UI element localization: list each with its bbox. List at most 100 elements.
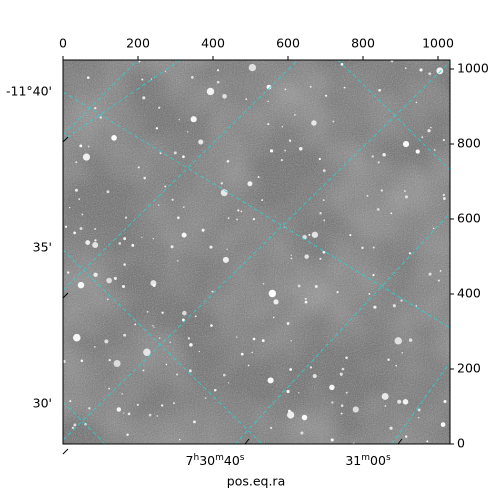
star bbox=[403, 190, 406, 192]
star bbox=[141, 236, 143, 238]
star bbox=[173, 151, 177, 155]
star bbox=[108, 359, 111, 362]
star bbox=[280, 159, 283, 162]
star bbox=[235, 336, 238, 338]
star bbox=[442, 197, 446, 200]
star bbox=[267, 123, 270, 126]
star bbox=[213, 388, 217, 392]
x-tick-label: 800 bbox=[351, 36, 375, 51]
star bbox=[123, 412, 125, 414]
star bbox=[345, 356, 348, 360]
star bbox=[392, 304, 396, 308]
star bbox=[443, 399, 447, 404]
star bbox=[94, 346, 96, 348]
star bbox=[171, 198, 174, 201]
star bbox=[252, 337, 256, 341]
star bbox=[170, 245, 174, 249]
star bbox=[300, 431, 304, 435]
star bbox=[142, 96, 146, 100]
star bbox=[331, 401, 334, 404]
plot-frame bbox=[62, 59, 451, 445]
dec-tick bbox=[62, 292, 69, 299]
star bbox=[408, 338, 413, 342]
star bbox=[74, 188, 78, 192]
star bbox=[164, 185, 167, 188]
star bbox=[137, 166, 140, 169]
star bbox=[94, 239, 97, 242]
y-tick-label: 800 bbox=[457, 136, 481, 151]
star bbox=[402, 141, 410, 148]
star bbox=[81, 213, 84, 216]
star bbox=[220, 182, 223, 185]
star bbox=[366, 194, 369, 197]
star bbox=[106, 190, 110, 194]
y-tick-label: 200 bbox=[457, 361, 481, 376]
x-tick-label: 0 bbox=[59, 36, 67, 51]
star bbox=[92, 241, 99, 249]
star bbox=[78, 198, 81, 200]
dec-tick bbox=[62, 136, 69, 143]
star bbox=[181, 318, 185, 322]
star bbox=[311, 120, 317, 126]
star bbox=[153, 326, 155, 328]
star bbox=[193, 420, 196, 424]
star bbox=[210, 324, 213, 327]
star bbox=[179, 438, 181, 441]
star bbox=[261, 339, 265, 343]
star bbox=[190, 116, 197, 123]
dec-tick-label: 35' bbox=[33, 240, 52, 255]
wcs-grid-line bbox=[63, 61, 450, 441]
star bbox=[390, 60, 394, 63]
star bbox=[304, 254, 309, 259]
star bbox=[161, 404, 164, 407]
star bbox=[121, 393, 123, 395]
star bbox=[372, 246, 375, 249]
star bbox=[332, 120, 335, 123]
star bbox=[64, 225, 68, 228]
star bbox=[384, 405, 387, 407]
star bbox=[93, 272, 98, 277]
star bbox=[319, 257, 322, 260]
x-tick-label: 400 bbox=[201, 36, 225, 51]
star bbox=[404, 195, 408, 199]
star bbox=[439, 270, 442, 272]
wcs-grid-line bbox=[63, 60, 299, 291]
star bbox=[136, 403, 139, 406]
wcs-grid-line bbox=[63, 401, 106, 444]
star bbox=[297, 284, 301, 288]
star bbox=[164, 70, 167, 73]
star bbox=[111, 135, 117, 141]
star bbox=[267, 377, 274, 384]
star bbox=[372, 274, 375, 277]
star bbox=[226, 159, 230, 163]
star bbox=[322, 199, 325, 201]
star bbox=[106, 277, 112, 284]
star bbox=[236, 218, 238, 221]
star bbox=[340, 404, 344, 407]
star bbox=[107, 298, 109, 301]
star bbox=[71, 426, 74, 429]
star bbox=[436, 67, 444, 75]
star bbox=[382, 152, 386, 157]
wcs-grid-line bbox=[337, 60, 450, 171]
star bbox=[245, 98, 248, 101]
star bbox=[308, 233, 311, 236]
star bbox=[118, 242, 122, 245]
star bbox=[73, 423, 77, 427]
star bbox=[273, 299, 279, 305]
star bbox=[304, 297, 307, 300]
star bbox=[169, 341, 172, 344]
star bbox=[158, 106, 161, 109]
star bbox=[437, 279, 440, 282]
star bbox=[79, 227, 83, 231]
star bbox=[134, 323, 137, 326]
star bbox=[287, 411, 295, 419]
star bbox=[270, 426, 273, 429]
sky-image bbox=[63, 60, 450, 444]
star bbox=[247, 181, 253, 187]
star bbox=[194, 315, 197, 318]
dec-tick-label: -11°40' bbox=[6, 84, 52, 99]
star bbox=[152, 237, 155, 240]
star bbox=[82, 153, 91, 161]
